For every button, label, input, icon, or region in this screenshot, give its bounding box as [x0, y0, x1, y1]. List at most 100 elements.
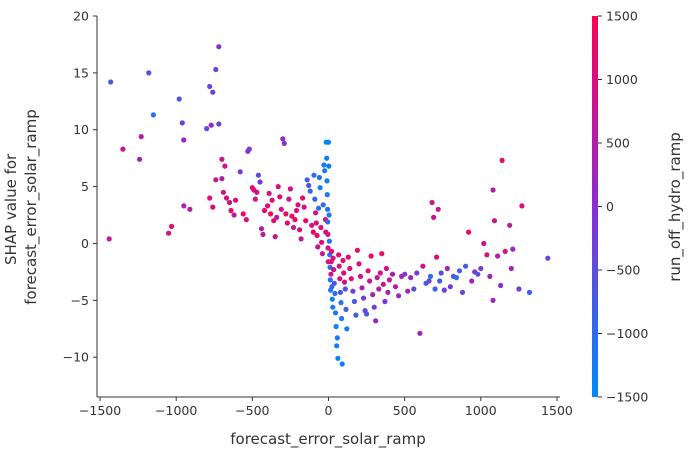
y-axis-label: SHAP value for forecast_error_solar_ramp [2, 109, 41, 304]
scatter-point [490, 297, 496, 303]
scatter-point [269, 197, 275, 203]
x-tick-label: 1500 [541, 403, 573, 418]
scatter-point [261, 207, 268, 214]
scatter-point [316, 174, 322, 181]
scatter-point [301, 204, 307, 210]
scatter-point [275, 184, 281, 190]
scatter-point [438, 270, 444, 276]
scatter-point [298, 236, 304, 242]
scatter-point [348, 276, 354, 282]
scatter-point [257, 179, 263, 185]
colorbar-tick-label: 1500 [606, 9, 638, 24]
scatter-point [120, 146, 126, 152]
scatter-point [383, 265, 389, 272]
scatter-point [484, 252, 490, 258]
scatter-point [313, 210, 319, 216]
scatter-point [466, 229, 472, 235]
scatter-point [545, 255, 551, 261]
scatter-point [137, 156, 143, 162]
scatter-point [347, 265, 353, 272]
scatter-point [307, 188, 313, 194]
scatter-point [334, 335, 340, 341]
scatter-point [414, 270, 420, 276]
y-tick-label: 20 [73, 9, 89, 24]
scatter-point [434, 254, 440, 260]
y-tick-label: 15 [73, 65, 89, 80]
scatter-point [354, 247, 360, 253]
scatter-point [427, 273, 434, 279]
scatter-points [106, 44, 551, 367]
scatter-point [316, 205, 322, 211]
scatter-point [313, 220, 319, 226]
scatter-point [324, 178, 330, 184]
scatter-point [459, 289, 466, 295]
scatter-point [444, 265, 450, 272]
scatter-point [417, 330, 423, 336]
scatter-point [392, 284, 399, 290]
scatter-point [353, 312, 359, 318]
scatter-point [271, 218, 277, 224]
scatter-point [277, 194, 283, 200]
scatter-point [319, 239, 325, 245]
scatter-point [228, 207, 234, 214]
x-tick-label: 500 [393, 403, 417, 418]
scatter-point [344, 326, 350, 332]
scatter-point [315, 244, 321, 250]
y-axis-label-line-2: forecast_error_solar_ramp [22, 109, 41, 304]
scatter-point [475, 271, 481, 277]
scatter-point [360, 295, 367, 301]
scatter-point [268, 211, 274, 217]
scatter-point [181, 137, 187, 143]
y-tick-label: 5 [81, 179, 89, 194]
scatter-point [166, 230, 172, 236]
scatter-point [370, 292, 376, 298]
scatter-point [385, 289, 391, 295]
scatter-point [332, 310, 339, 316]
scatter-point [331, 280, 337, 286]
colorbar-ticks: −1500 −1000 −500 0 500 1000 1500 [598, 9, 648, 405]
scatter-point [342, 286, 348, 292]
scatter-point [356, 261, 362, 267]
scatter-point [345, 254, 351, 260]
scatter-point [341, 279, 348, 285]
scatter-point [260, 231, 266, 237]
scatter-point [246, 146, 252, 152]
scatter-point [327, 264, 333, 270]
scatter-point [326, 212, 332, 218]
scatter-point [405, 288, 411, 294]
scatter-point [432, 286, 438, 292]
scatter-point [284, 220, 290, 226]
scatter-point [326, 163, 332, 169]
x-tick-label: −1500 [79, 403, 121, 418]
scatter-point [337, 289, 343, 295]
scatter-point [317, 185, 323, 191]
scatter-point [210, 204, 216, 210]
scatter-point [359, 285, 365, 291]
scatter-point [379, 251, 385, 257]
scatter-point [463, 263, 469, 269]
scatter-point [333, 323, 339, 330]
scatter-point [292, 217, 298, 223]
scatter-point [507, 222, 513, 228]
scatter-point [223, 195, 230, 201]
scatter-point [380, 281, 386, 287]
scatter-point [169, 223, 175, 229]
scatter-point [481, 240, 487, 247]
scatter-point [283, 211, 289, 217]
scatter-point [386, 277, 392, 283]
scatter-point [280, 136, 286, 142]
scatter-point [490, 187, 496, 193]
scatter-point [441, 287, 447, 293]
scatter-point [431, 214, 437, 220]
colorbar-tick-label: −500 [606, 263, 640, 278]
scatter-point [330, 304, 336, 310]
scatter-point [367, 278, 373, 284]
scatter-point [286, 196, 292, 202]
scatter-point [293, 207, 300, 214]
scatter-point [324, 155, 330, 161]
scatter-point [519, 203, 525, 209]
scatter-point [327, 277, 333, 283]
scatter-point [231, 212, 237, 218]
scatter-point [306, 182, 312, 189]
scatter-point [435, 206, 441, 212]
